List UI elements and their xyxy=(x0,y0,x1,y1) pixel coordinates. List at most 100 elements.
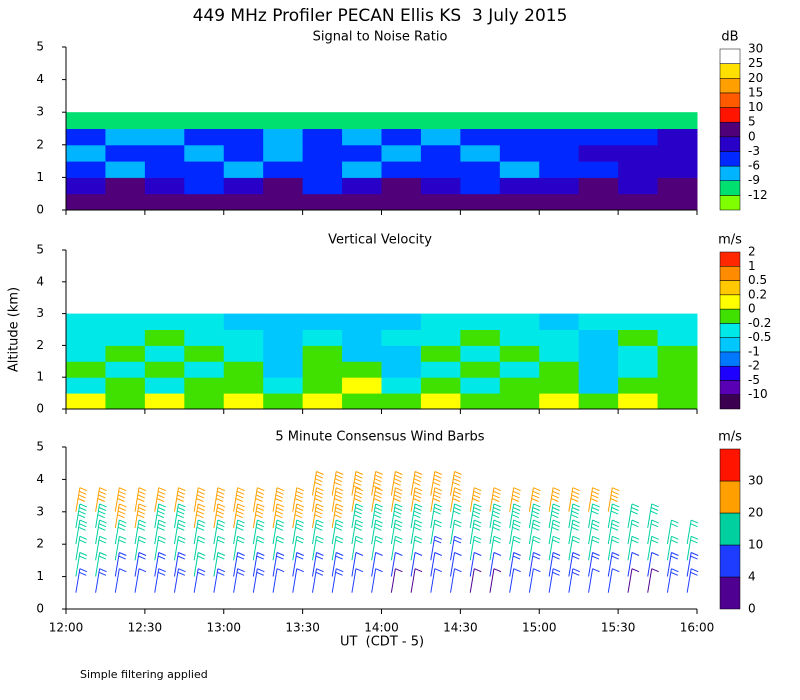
heatmap-cell xyxy=(420,177,461,195)
wind-barb xyxy=(173,503,186,528)
heatmap-cell xyxy=(618,112,659,129)
x-tick-label: 14:30 xyxy=(443,621,478,635)
heatmap-cell xyxy=(223,393,264,410)
panel-title: 5 Minute Consensus Wind Barbs xyxy=(275,430,484,445)
colorbar-box xyxy=(719,576,741,610)
wind-barb xyxy=(410,503,423,528)
heatmap-cell xyxy=(420,193,461,211)
wind-barb xyxy=(114,568,127,593)
heatmap-cell xyxy=(578,161,619,178)
wind-barb xyxy=(233,487,245,512)
heatmap-cell xyxy=(342,112,382,129)
wind-barb xyxy=(607,535,620,561)
heatmap-cell xyxy=(66,144,106,162)
wind-barb xyxy=(371,552,383,577)
wind-barb xyxy=(509,568,521,593)
wind-barb xyxy=(331,535,344,561)
wind-barb xyxy=(489,535,502,561)
heatmap-cell xyxy=(578,329,619,346)
heatmap-cell xyxy=(66,161,106,178)
wind-barb xyxy=(292,552,304,577)
colorbar-box xyxy=(719,92,741,108)
heatmap-cell xyxy=(381,329,422,346)
colorbar-box xyxy=(719,78,741,94)
heatmap-cell xyxy=(342,128,382,146)
wind-barb xyxy=(548,487,561,512)
heatmap-cell xyxy=(66,329,106,346)
wind-barb xyxy=(233,519,245,545)
heatmap-cell xyxy=(105,313,146,330)
colorbar-box xyxy=(719,308,741,324)
wind-barb xyxy=(233,503,245,528)
wind-barb xyxy=(193,503,206,528)
heatmap-cell xyxy=(381,361,422,378)
wind-barb xyxy=(607,552,620,577)
heatmap-cell xyxy=(578,345,619,362)
y-tick-label: 5 xyxy=(36,440,44,454)
wind-barb xyxy=(311,471,324,496)
heatmap-cell xyxy=(223,193,264,211)
wind-barb xyxy=(252,503,265,528)
heatmap-cell xyxy=(342,144,382,162)
heatmap-cell xyxy=(342,345,382,362)
heatmap-cell xyxy=(657,193,698,211)
heatmap-cell xyxy=(499,345,540,362)
heatmap-cell xyxy=(657,345,698,362)
colorbar-box xyxy=(719,280,741,296)
wind-barb xyxy=(292,503,304,528)
heatmap-cell xyxy=(499,377,540,394)
wind-barb xyxy=(489,519,502,545)
heatmap-cell xyxy=(420,393,461,410)
wind-barb xyxy=(647,503,659,528)
heatmap-cell xyxy=(499,161,540,178)
heatmap-cell xyxy=(66,377,106,394)
wind-barb xyxy=(75,535,88,561)
x-tick-label: 12:30 xyxy=(128,621,163,635)
y-tick-label: 1 xyxy=(36,170,44,184)
heatmap-cell xyxy=(302,112,343,129)
heatmap-cell xyxy=(578,393,619,410)
colorbar-label: 20 xyxy=(748,71,763,85)
heatmap-cell xyxy=(144,313,185,330)
wind-barb xyxy=(450,568,462,593)
heatmap-cell xyxy=(263,329,304,346)
footnote: Simple filtering applied xyxy=(80,668,208,681)
wind-barb xyxy=(548,503,561,528)
wind-barb xyxy=(95,487,107,512)
x-tick-label: 16:00 xyxy=(680,621,715,635)
heatmap-cell xyxy=(302,393,343,410)
wind-barb xyxy=(528,552,541,577)
y-tick-label: 2 xyxy=(36,338,44,352)
heatmap-cell xyxy=(499,329,540,346)
colorbar-box xyxy=(719,107,741,123)
wind-barb xyxy=(489,568,502,593)
wind-barb xyxy=(134,568,147,593)
heatmap-cell xyxy=(302,177,343,195)
heatmap-cell xyxy=(105,161,146,178)
heatmap-cell xyxy=(618,345,659,362)
wind-barb xyxy=(568,552,581,577)
heatmap-cell xyxy=(420,329,461,346)
heatmap-cell xyxy=(578,313,619,330)
wind-barb xyxy=(568,568,581,593)
wind-barb xyxy=(114,503,127,528)
heatmap-cell xyxy=(66,345,106,362)
wind-barb xyxy=(311,535,324,561)
wind-barb xyxy=(390,503,403,528)
heatmap-cell xyxy=(66,128,106,146)
wind-barb xyxy=(627,535,640,561)
wind-barb xyxy=(371,487,383,512)
wind-barb xyxy=(568,519,581,545)
wind-barb xyxy=(233,552,245,577)
wind-barb xyxy=(410,487,423,512)
heatmap-cell xyxy=(420,313,461,330)
heatmap-cell xyxy=(105,377,146,394)
heatmap-cell xyxy=(105,345,146,362)
heatmap-cell xyxy=(381,177,422,195)
wind-barb xyxy=(410,535,423,561)
heatmap-cell xyxy=(144,345,185,362)
heatmap-cell xyxy=(460,112,501,129)
heatmap-cell xyxy=(184,128,225,146)
colorbar-box xyxy=(719,121,741,138)
